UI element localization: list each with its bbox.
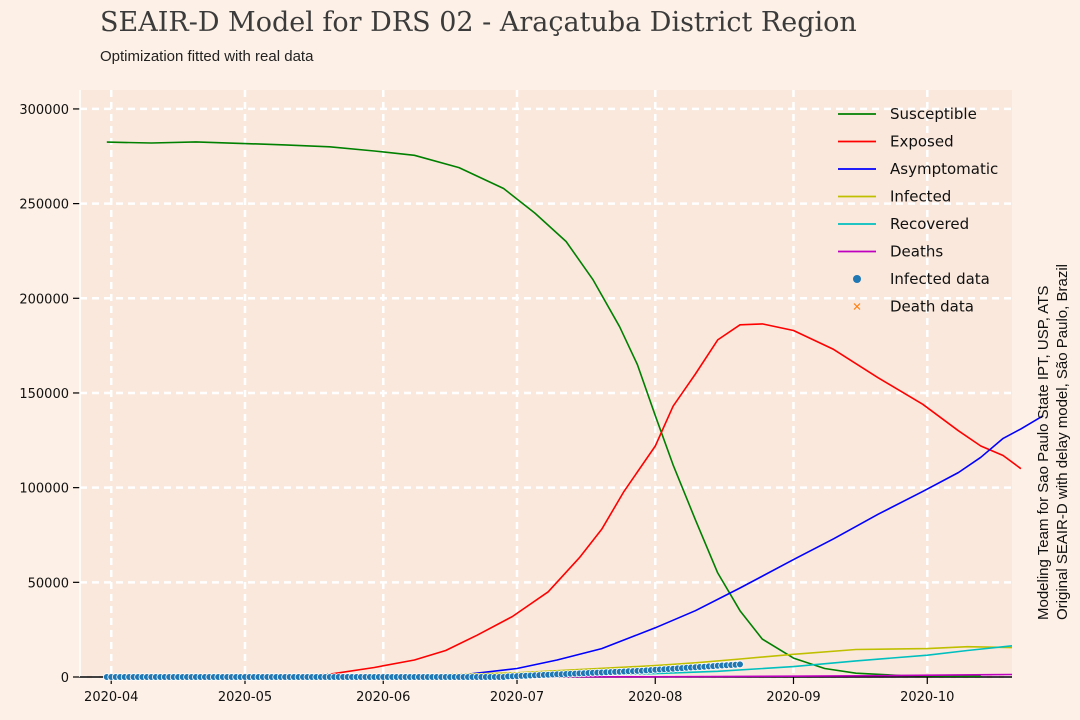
legend-label: Recovered — [890, 215, 969, 233]
legend-label: Death data — [890, 298, 974, 316]
y-tick-label: 0 — [61, 671, 69, 686]
series-lines — [106, 141, 1044, 678]
grid — [80, 90, 1012, 679]
legend-label: Infected data — [890, 270, 990, 288]
y-axis: 0 50000 100000 150000 200000 250000 300000 — [19, 90, 81, 686]
x-tick-label: 2020-09 — [766, 690, 820, 705]
infected-data-points — [103, 660, 744, 681]
chart-title: SEAIR-D Model for DRS 02 - Araçatuba Dis… — [100, 7, 857, 38]
credit-line-1: Modeling Team for Sao Paulo State IPT, U… — [1035, 286, 1052, 620]
series-line-asymptomatic — [106, 415, 1044, 678]
legend-label: Deaths — [890, 243, 943, 261]
legend-label: Exposed — [890, 133, 954, 151]
x-tick-label: 2020-08 — [628, 690, 682, 705]
series-line-deaths — [106, 673, 1013, 678]
chart-subtitle: Optimization fitted with real data — [100, 48, 314, 65]
y-tick-label: 300000 — [19, 103, 69, 118]
y-tick-label: 150000 — [19, 387, 69, 402]
legend-label: Asymptomatic — [890, 160, 998, 178]
legend-x-stroke — [853, 303, 861, 310]
legend-label: Susceptible — [890, 105, 977, 123]
y-tick-label: 250000 — [19, 198, 69, 213]
infected-data-point — [736, 660, 744, 669]
x-tick-label: 2020-07 — [490, 690, 544, 705]
legend-swatch-death-data — [853, 303, 861, 310]
y-tick-label: 50000 — [28, 576, 69, 591]
plot-area — [80, 90, 1012, 677]
credit-line-2: Original SEAIR-D with delay model, São P… — [1054, 264, 1071, 620]
x-tick-label: 2020-04 — [84, 690, 138, 705]
x-tick-label: 2020-06 — [356, 690, 410, 705]
x-tick-label: 2020-10 — [900, 690, 954, 705]
legend: Susceptible Exposed Asymptomatic Infected Re… — [838, 105, 998, 316]
x-tick-label: 2020-05 — [218, 690, 272, 705]
series-line-exposed — [106, 323, 1022, 678]
y-tick-label: 200000 — [19, 292, 69, 307]
legend-swatch-infected-data — [853, 275, 861, 283]
y-tick-label: 100000 — [19, 482, 69, 497]
legend-label: Infected — [890, 188, 951, 206]
